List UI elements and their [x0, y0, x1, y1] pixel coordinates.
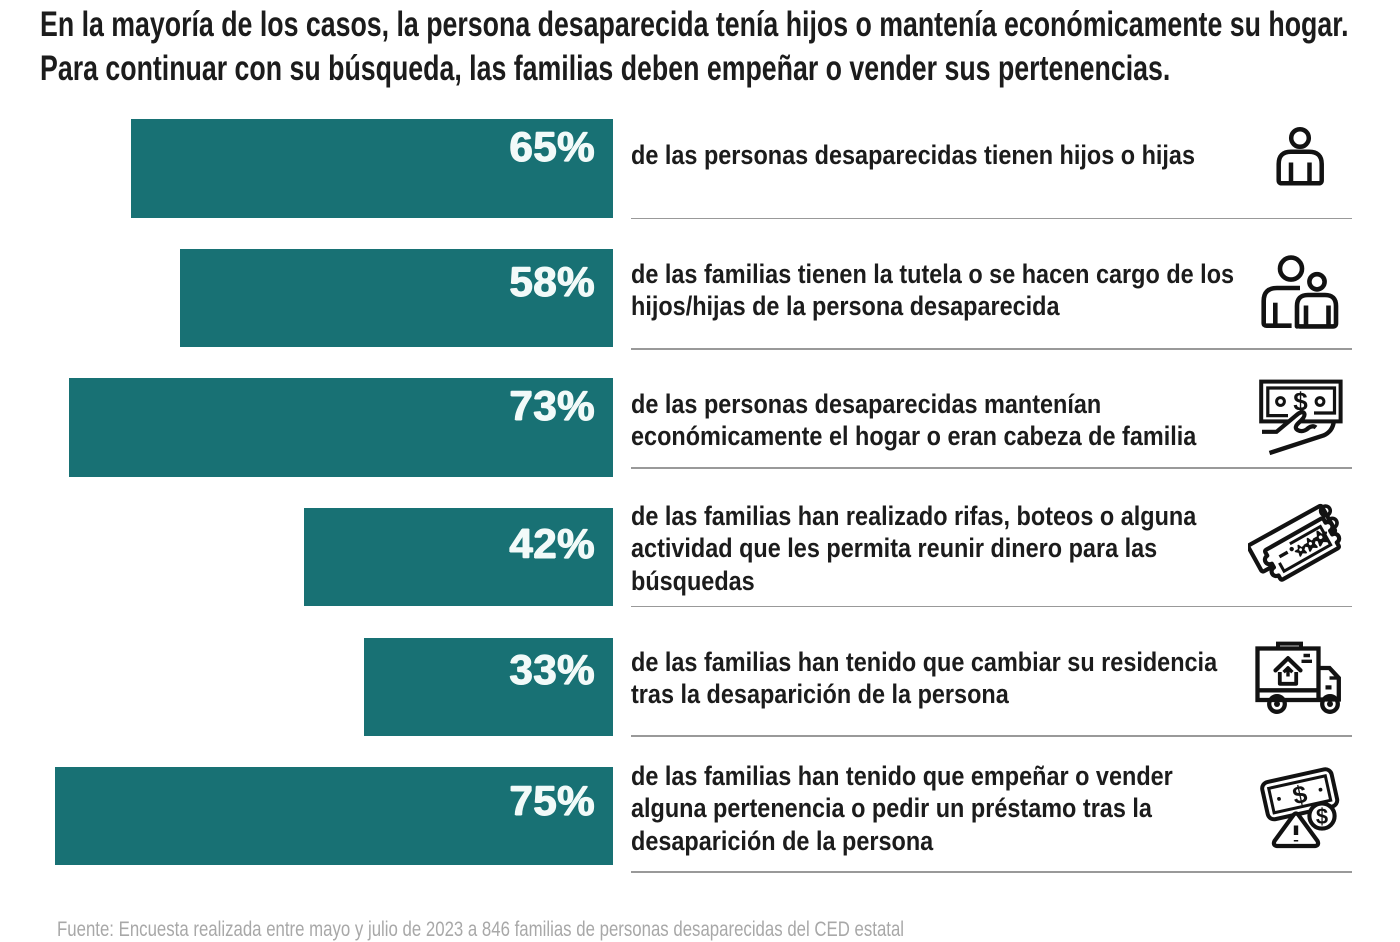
- svg-text:$: $: [1290, 780, 1310, 810]
- svg-text:$: $: [1316, 804, 1328, 829]
- svg-text:$: $: [1293, 387, 1308, 417]
